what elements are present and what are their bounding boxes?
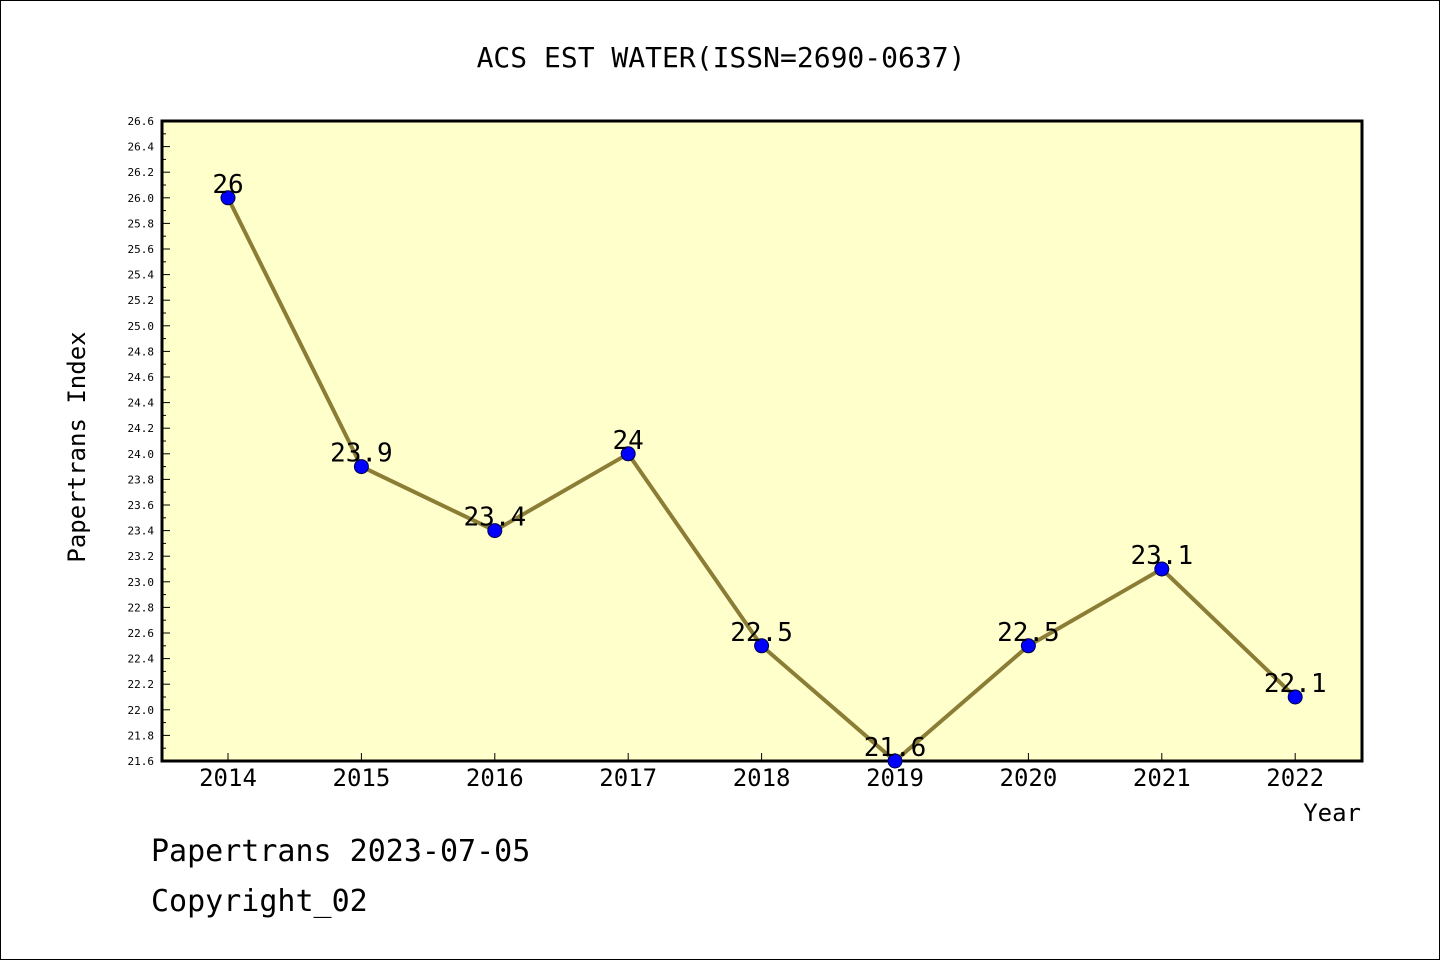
x-tick-label: 2022 xyxy=(1266,764,1324,792)
x-tick-label: 2015 xyxy=(333,764,391,792)
y-tick-label: 22.4 xyxy=(128,653,155,666)
x-tick-label: 2019 xyxy=(866,764,924,792)
chart-title: ACS EST WATER(ISSN=2690-0637) xyxy=(477,41,966,74)
plot-area xyxy=(160,119,1364,763)
y-tick-label: 21.6 xyxy=(128,755,155,768)
x-tick-label: 2014 xyxy=(199,764,257,792)
data-point xyxy=(1154,561,1170,577)
x-tick-label: 2021 xyxy=(1133,764,1191,792)
data-label: 23.4 xyxy=(463,503,526,533)
data-label: 22.5 xyxy=(997,618,1060,648)
x-axis-title: Year xyxy=(1303,799,1361,827)
x-axis: 2014 2015 2016 2017 2018 2019 2020 2021 2022 xyxy=(199,753,1324,792)
y-tick-label: 22.6 xyxy=(128,627,155,640)
data-label: 26 xyxy=(212,170,243,200)
data-label: 22.1 xyxy=(1264,669,1327,699)
y-tick-label: 21.8 xyxy=(128,729,155,742)
data-point xyxy=(1020,638,1036,654)
y-axis-title: Papertrans Index xyxy=(63,331,91,562)
data-label: 23.1 xyxy=(1130,541,1193,571)
data-point xyxy=(887,753,903,769)
footer-date: Papertrans 2023-07-05 xyxy=(151,834,531,869)
data-point xyxy=(487,523,503,539)
y-tick-label: 25.0 xyxy=(128,320,155,333)
y-tick-label: 22.8 xyxy=(128,601,155,614)
y-tick-label: 25.4 xyxy=(128,269,155,282)
y-tick-label: 25.6 xyxy=(128,243,155,256)
data-label: 21.6 xyxy=(864,733,927,763)
y-tick-label: 23.8 xyxy=(128,473,155,486)
data-label: 23.9 xyxy=(330,439,393,469)
data-label: 22.5 xyxy=(730,618,793,648)
y-tick-label: 23.0 xyxy=(128,576,155,589)
data-point xyxy=(1287,689,1303,705)
footer-copyright: Copyright_02 xyxy=(151,884,368,919)
data-label: 24 xyxy=(613,426,644,456)
y-tick-label: 23.4 xyxy=(128,525,155,538)
x-tick-label: 2017 xyxy=(599,764,657,792)
data-points xyxy=(220,190,1303,769)
x-tick-label: 2016 xyxy=(466,764,524,792)
y-tick-label: 22.0 xyxy=(128,704,155,717)
x-tick-label: 2018 xyxy=(733,764,791,792)
y-tick-label: 22.2 xyxy=(128,678,155,691)
y-tick-label: 25.8 xyxy=(128,217,155,230)
y-tick-label: 26.0 xyxy=(128,192,155,205)
y-tick-label: 24.4 xyxy=(128,397,155,410)
y-tick-label: 24.8 xyxy=(128,345,155,358)
data-point xyxy=(620,446,636,462)
data-labels: 26 23.9 23.4 24 22.5 21.6 22.5 23.1 22.1 xyxy=(212,170,1326,763)
y-tick-label: 24.2 xyxy=(128,422,155,435)
y-tick-label: 25.2 xyxy=(128,294,155,307)
y-axis: 21.6 21.8 22.0 22.2 22.4 22.6 22.8 23.0 23.2 23.4… xyxy=(128,115,170,768)
y-tick-label: 23.2 xyxy=(128,550,155,563)
y-tick-label: 26.2 xyxy=(128,166,155,179)
y-tick-label: 23.6 xyxy=(128,499,155,512)
y-tick-label: 24.6 xyxy=(128,371,155,384)
data-point xyxy=(754,638,770,654)
data-point xyxy=(220,190,236,206)
data-point xyxy=(353,459,369,475)
y-tick-label: 26.6 xyxy=(128,115,155,128)
y-tick-label: 24.0 xyxy=(128,448,155,461)
y-tick-label: 26.4 xyxy=(128,141,155,154)
x-tick-label: 2020 xyxy=(1000,764,1058,792)
